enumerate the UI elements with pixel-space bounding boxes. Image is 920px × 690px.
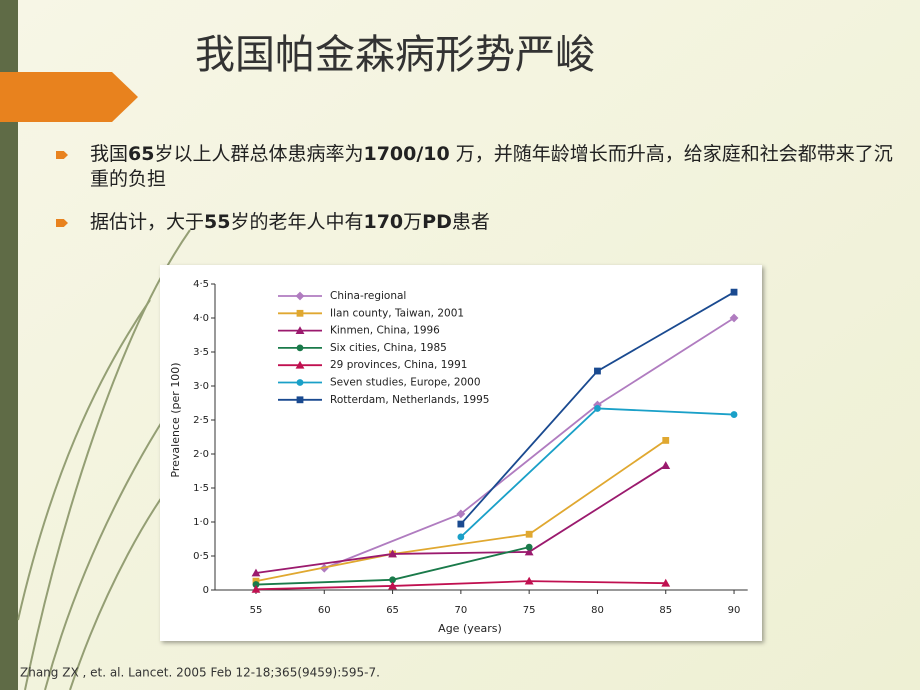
x-tick-label: 80: [591, 605, 604, 616]
x-tick-label: 60: [318, 605, 331, 616]
marker: [295, 360, 305, 369]
x-axis-label: Age (years): [438, 622, 502, 635]
series-line: [323, 317, 735, 570]
bullet-text: 患者: [451, 211, 490, 233]
marker: [295, 326, 305, 334]
y-tick-label: 3·0: [193, 381, 209, 392]
marker: [296, 379, 304, 386]
marker: [524, 576, 534, 585]
bullet-text: 岁的老年人中有: [230, 211, 364, 233]
bullet-text: 65: [128, 143, 155, 165]
marker: [296, 309, 304, 317]
series-line: [255, 464, 667, 574]
marker: [730, 411, 738, 418]
y-tick-label: 0: [203, 585, 209, 596]
marker: [251, 568, 261, 577]
marker: [525, 543, 533, 551]
bullet-text: 据估计，大于: [90, 211, 205, 233]
marker: [295, 291, 305, 301]
series-line: [255, 580, 666, 591]
y-tick-label: 0·5: [193, 551, 209, 562]
legend-label: Ilan county, Taiwan, 2001: [330, 307, 464, 319]
x-tick-label: 90: [728, 605, 741, 616]
marker: [456, 509, 466, 519]
bullet-text: 万，并随年龄增长而升高，给家庭和社会都带来了沉重的负担: [90, 143, 893, 190]
bullet-text: 岁以上人群总体患病率为: [154, 143, 364, 165]
y-tick-label: 2·0: [193, 449, 209, 460]
bullet-text: 万: [403, 211, 423, 233]
bullet: 据估计，大于55岁的老年人中有170万PD患者: [90, 210, 900, 235]
marker: [296, 344, 304, 352]
chart-panel: [160, 265, 762, 641]
marker: [594, 367, 601, 375]
bullet-text: 170: [363, 211, 404, 233]
marker: [389, 576, 396, 584]
marker: [661, 461, 671, 469]
x-tick-label: 75: [523, 605, 536, 616]
bullet-list: 我国65岁以上人群总体患病率为1700/10 万，并随年龄增长而升高，给家庭和社…: [90, 142, 900, 253]
slide-title: 我国帕金森病形势严峻: [195, 32, 595, 78]
y-tick-label: 1·5: [193, 483, 209, 494]
y-tick-label: 1·0: [193, 517, 209, 528]
marker: [661, 578, 671, 587]
marker: [457, 520, 465, 528]
title-arrow: [0, 72, 138, 122]
y-axis-label: Prevalence (per 100): [169, 362, 182, 477]
marker: [251, 584, 261, 593]
marker: [525, 530, 533, 538]
bullet-text: 55: [204, 211, 231, 233]
x-tick-label: 55: [250, 605, 263, 616]
legend-label: Rotterdam, Netherlands, 1995: [330, 394, 489, 406]
marker: [296, 396, 304, 404]
marker: [662, 437, 670, 444]
legend-label: China-regional: [330, 290, 406, 302]
marker: [730, 288, 738, 296]
legend-label: Seven studies, Europe, 2000: [330, 377, 481, 389]
bullet-text: 1700/10: [363, 143, 450, 165]
marker: [388, 581, 397, 590]
bullet-text: 我国: [90, 143, 129, 165]
x-tick-label: 65: [386, 605, 399, 616]
y-tick-label: 4·0: [193, 313, 209, 324]
y-tick-label: 4·5: [193, 279, 209, 290]
footnote: Zhang ZX , et. al. Lancet. 2005 Feb 12-1…: [20, 666, 380, 680]
series-line: [255, 439, 667, 583]
legend-label: Kinmen, China, 1996: [330, 325, 440, 337]
y-tick-label: 2·5: [193, 415, 209, 426]
marker: [252, 581, 260, 588]
marker: [729, 313, 739, 323]
bullet-text: PD: [422, 211, 452, 233]
legend-label: 29 provinces, China, 1991: [330, 359, 467, 371]
y-tick-label: 3·5: [193, 347, 209, 358]
x-tick-label: 85: [659, 605, 672, 616]
marker: [388, 549, 397, 558]
marker: [457, 533, 465, 541]
bullet: 我国65岁以上人群总体患病率为1700/10 万，并随年龄增长而升高，给家庭和社…: [90, 142, 900, 192]
marker: [594, 405, 601, 412]
marker: [524, 547, 534, 556]
x-tick-label: 70: [454, 605, 467, 616]
legend-label: Six cities, China, 1985: [330, 342, 447, 354]
side-bar: [0, 0, 18, 690]
